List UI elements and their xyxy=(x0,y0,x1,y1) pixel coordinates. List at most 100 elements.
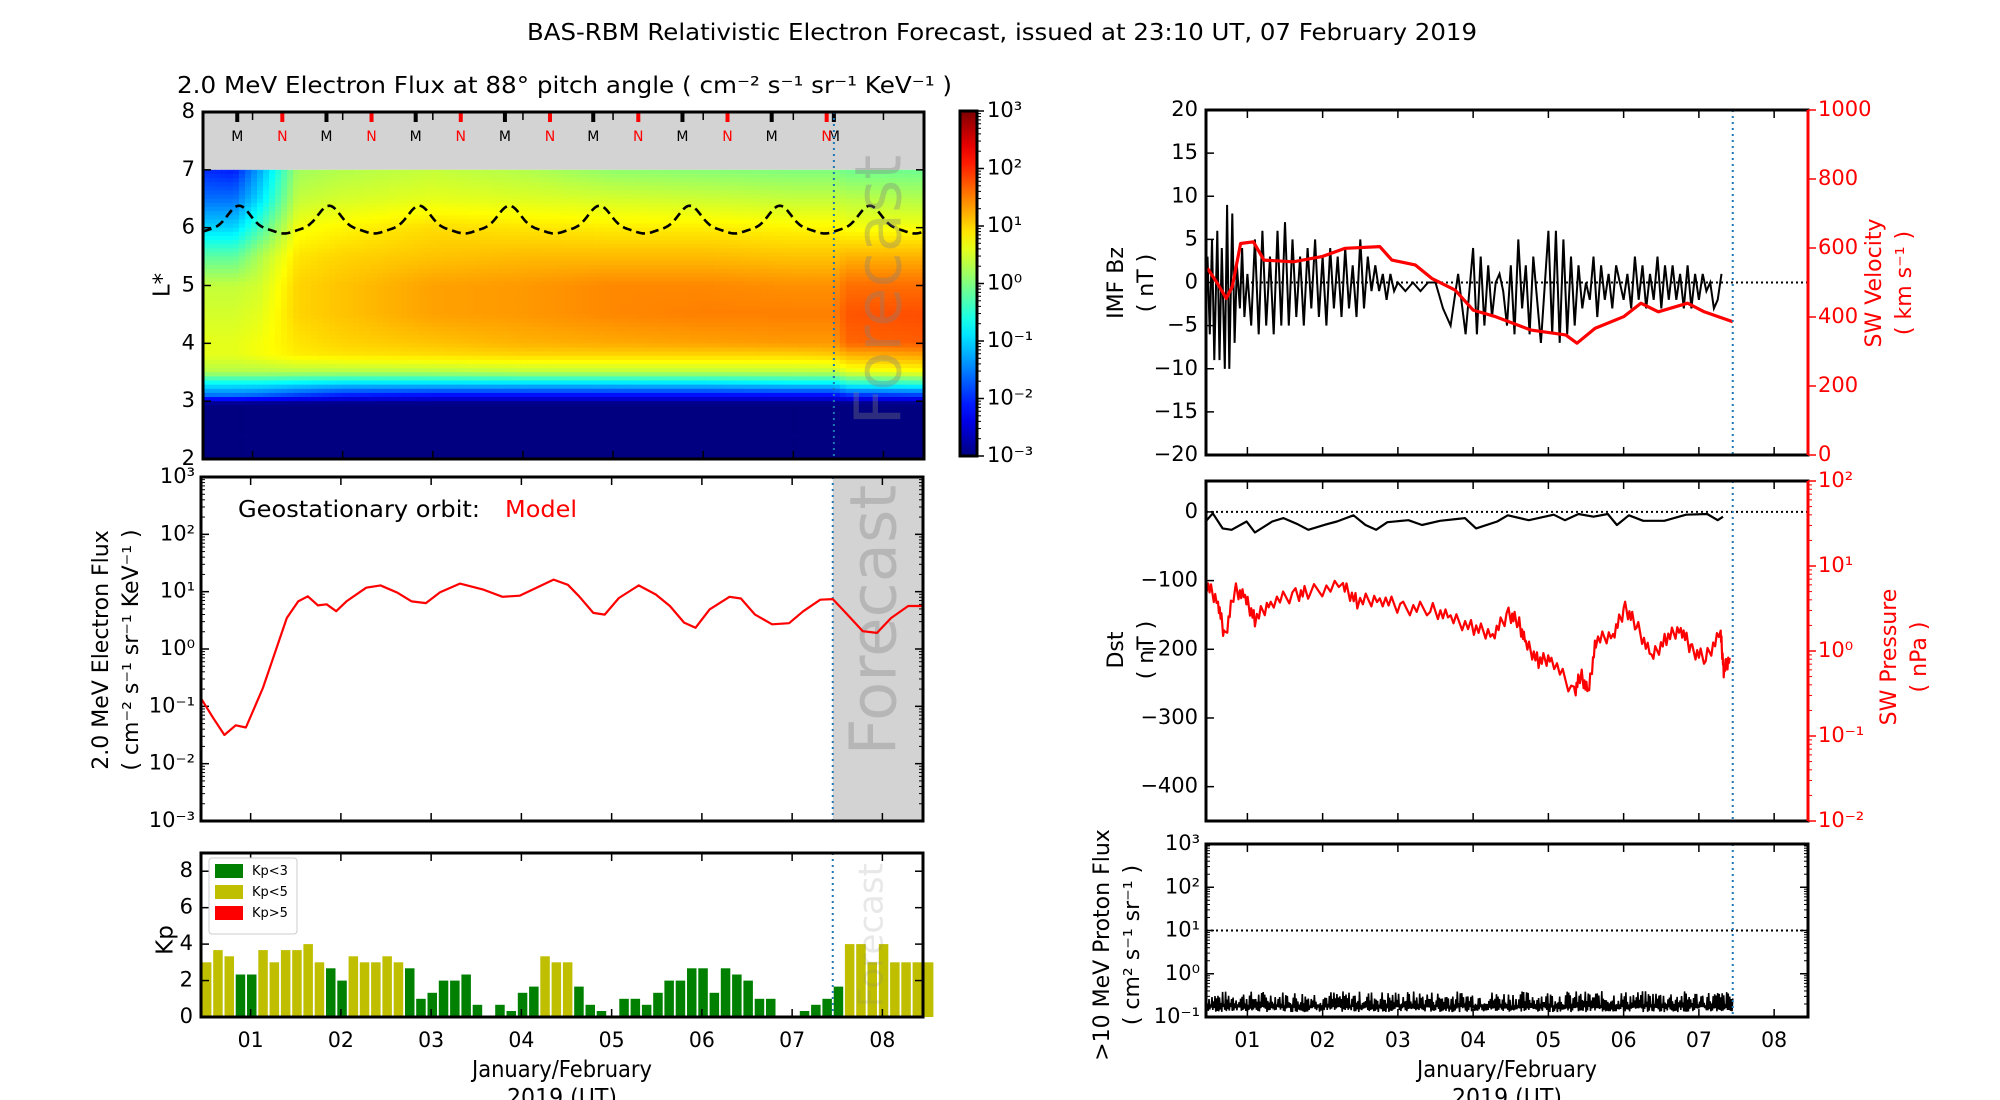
heatmap-cell xyxy=(623,202,631,208)
heatmap-cell xyxy=(347,368,354,373)
heatmap-cell xyxy=(563,343,571,349)
heatmap-cell xyxy=(239,368,246,373)
heatmap-cell xyxy=(221,388,228,394)
heatmap-cell xyxy=(389,359,396,365)
heatmap-cell xyxy=(221,343,228,349)
heatmap-cell xyxy=(449,326,456,332)
heatmap-cell xyxy=(581,219,589,225)
heatmap-cell xyxy=(449,421,456,427)
heatmap-cell xyxy=(425,438,432,444)
heatmap-cell xyxy=(581,264,589,270)
heatmap-cell xyxy=(479,285,486,291)
heatmap-cell xyxy=(563,413,571,419)
heatmap-cell xyxy=(509,260,517,266)
heatmap-cell xyxy=(431,302,438,307)
heatmap-cell xyxy=(395,401,402,406)
heatmap-cell xyxy=(275,207,282,212)
heatmap-cell xyxy=(569,434,577,439)
heatmap-cell xyxy=(485,388,492,394)
heatmap-cell xyxy=(569,330,577,336)
heatmap-cell xyxy=(605,223,613,229)
heatmap-cell xyxy=(209,363,216,369)
heatmap-cell xyxy=(557,223,565,229)
heatmap-cell xyxy=(497,248,505,254)
heatmap-cell xyxy=(545,260,553,266)
heatmap-cell xyxy=(287,442,294,448)
heatmap-cell xyxy=(449,372,456,377)
heatmap-cell xyxy=(509,302,517,307)
heatmap-cell xyxy=(329,289,336,295)
heatmap-cell xyxy=(395,186,402,192)
heatmap-cell xyxy=(587,401,595,406)
heatmap-cell xyxy=(263,178,270,183)
heatmap-cell xyxy=(383,363,390,369)
heatmap-cell xyxy=(227,268,234,274)
no-model-region xyxy=(203,112,924,170)
heatmap-cell xyxy=(365,351,372,357)
heatmap-cell xyxy=(497,219,505,225)
heatmap-cell xyxy=(359,186,366,192)
heatmap-cell xyxy=(365,446,372,452)
heatmap-cell xyxy=(389,363,396,369)
heatmap-cell xyxy=(245,219,252,225)
heatmap-cell xyxy=(581,335,589,340)
heatmap-cell xyxy=(293,198,300,204)
heatmap-cell xyxy=(353,277,360,282)
heatmap-cell xyxy=(251,223,258,229)
heatmap-cell xyxy=(209,223,216,229)
heatmap-cell xyxy=(569,339,577,344)
heatmap-cell xyxy=(371,384,378,390)
heatmap-cell xyxy=(209,384,216,390)
heatmap-cell xyxy=(557,219,565,225)
heatmap-cell xyxy=(359,289,366,295)
heatmap-cell xyxy=(287,454,294,460)
heatmap-cell xyxy=(419,326,426,332)
heatmap-cell xyxy=(521,285,529,291)
heatmap-cell xyxy=(515,401,523,406)
heatmap-cell xyxy=(593,268,601,274)
heatmap-cell xyxy=(491,190,499,196)
heatmap-cell xyxy=(473,235,480,241)
heatmap-cell xyxy=(239,244,246,249)
heatmap-cell xyxy=(431,264,438,270)
heatmap-cell xyxy=(611,434,619,439)
heatmap-cell xyxy=(569,359,577,365)
heatmap-cell xyxy=(581,384,589,390)
heatmap-cell xyxy=(287,252,294,258)
heatmap-cell xyxy=(461,417,468,423)
heatmap-cell xyxy=(467,413,474,419)
heatmap-cell xyxy=(371,215,378,220)
heatmap-cell xyxy=(623,281,631,287)
heatmap-cell xyxy=(227,302,234,307)
heatmap-cell xyxy=(533,339,541,344)
heatmap-cell xyxy=(593,231,601,237)
heatmap-cell xyxy=(539,430,547,435)
heatmap-cell xyxy=(215,417,222,423)
heatmap-cell xyxy=(401,273,408,278)
heatmap-cell xyxy=(533,169,541,175)
heatmap-cell xyxy=(515,215,523,220)
heatmap-cell xyxy=(623,211,631,216)
heatmap-cell xyxy=(557,405,565,411)
heatmap-cell xyxy=(455,376,462,382)
heatmap-cell xyxy=(401,372,408,377)
heatmap-cell xyxy=(311,178,318,183)
heatmap-cell xyxy=(257,273,264,278)
heatmap-cell xyxy=(275,326,282,332)
heatmap-cell xyxy=(455,306,462,311)
heatmap-cell xyxy=(329,260,336,266)
heatmap-cell xyxy=(293,425,300,431)
heatmap-cell xyxy=(581,347,589,353)
heatmap-cell xyxy=(497,231,505,237)
heatmap-cell xyxy=(233,376,240,382)
heatmap-cell xyxy=(353,314,360,320)
heatmap-cell xyxy=(389,339,396,344)
heatmap-cell xyxy=(611,223,619,229)
heatmap-cell xyxy=(569,264,577,270)
heatmap-cell xyxy=(581,231,589,237)
heatmap-cell xyxy=(593,417,601,423)
heatmap-cell xyxy=(485,219,492,225)
heatmap-cell xyxy=(293,417,300,423)
heatmap-cell xyxy=(497,388,505,394)
heatmap-cell xyxy=(533,268,541,274)
